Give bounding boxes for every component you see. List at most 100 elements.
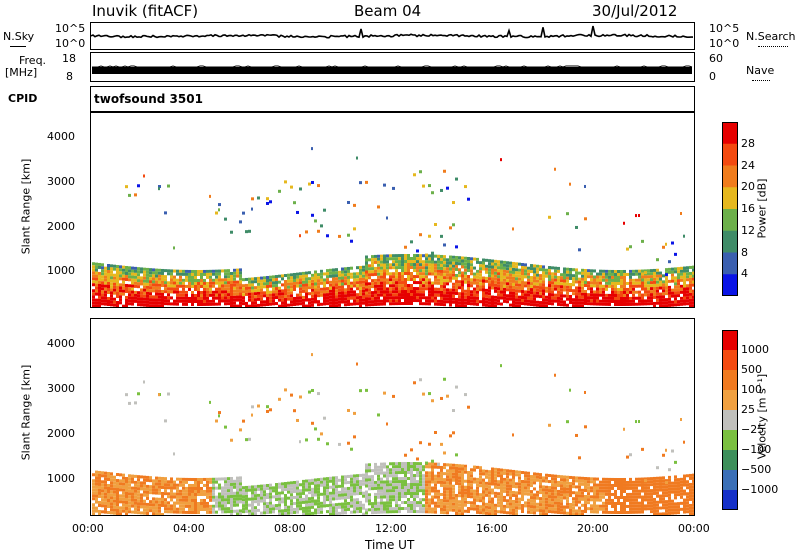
velocity-cell xyxy=(149,506,152,510)
velocity-cell xyxy=(467,489,470,493)
velocity-cell xyxy=(509,508,512,512)
power-cell xyxy=(530,264,533,268)
power-cell xyxy=(230,283,233,287)
velocity-cell xyxy=(368,487,371,491)
velocity-cell xyxy=(407,510,410,514)
velocity-cell xyxy=(299,395,302,399)
velocity-cell xyxy=(143,508,146,512)
velocity-cell xyxy=(191,501,194,505)
power-cell xyxy=(635,290,638,294)
velocity-cell xyxy=(377,483,380,487)
power-cell xyxy=(464,277,467,281)
power-cell xyxy=(251,277,254,281)
velocity-cell xyxy=(146,508,149,512)
power-cell xyxy=(674,270,677,274)
velocity-cell xyxy=(437,465,440,469)
power-cell xyxy=(368,270,371,274)
power-cell xyxy=(122,280,125,284)
velocity-cell xyxy=(176,510,179,514)
power-cell xyxy=(377,257,380,261)
velocity-cell xyxy=(647,507,650,511)
velocity-cell xyxy=(473,492,476,496)
power-cell xyxy=(227,287,230,291)
velocity-cell xyxy=(131,498,134,502)
power-cell xyxy=(548,275,551,279)
power-cell xyxy=(443,243,446,247)
power-cell xyxy=(164,287,167,291)
velocity-cell xyxy=(467,507,470,511)
power-cell xyxy=(368,264,371,268)
power-cell xyxy=(434,287,437,291)
cpid-program: twofsound 3501 xyxy=(94,92,203,106)
velocity-cell xyxy=(92,491,95,495)
velocity-cell xyxy=(278,500,281,504)
power-cell xyxy=(521,266,524,270)
power-cell xyxy=(176,299,179,303)
velocity-cell xyxy=(377,504,380,508)
velocity-cell xyxy=(479,475,482,479)
velocity-cell xyxy=(122,485,125,489)
velocity-cell xyxy=(662,500,665,504)
power-cell xyxy=(200,281,203,285)
power-cell xyxy=(260,291,263,295)
power-cell xyxy=(317,294,320,298)
power-cell xyxy=(458,292,461,296)
velocity-cell xyxy=(440,477,443,481)
power-cell xyxy=(497,281,500,285)
velocity-cell xyxy=(461,497,464,501)
power-cell xyxy=(692,301,695,305)
power-cell xyxy=(692,283,695,287)
velocity-cell xyxy=(227,480,230,484)
velocity-cell xyxy=(470,489,473,493)
power-cell xyxy=(647,275,650,279)
velocity-cell xyxy=(653,512,656,516)
power-cell xyxy=(575,289,578,293)
power-cell xyxy=(575,301,578,305)
power-cell xyxy=(239,289,242,293)
power-cell xyxy=(659,271,662,275)
velocity-cell xyxy=(551,507,554,511)
velocity-cell xyxy=(233,500,236,504)
velocity-cell xyxy=(518,482,521,486)
velocity-cell xyxy=(383,489,386,493)
velocity-cell xyxy=(545,485,548,489)
velocity-cell xyxy=(482,478,485,482)
velocity-cell xyxy=(92,509,95,513)
power-cell xyxy=(329,295,332,299)
velocity-cell xyxy=(245,488,248,492)
power-cell xyxy=(689,295,692,299)
velocity-cell xyxy=(536,475,539,479)
velocity-cell xyxy=(455,472,458,476)
velocity-cell xyxy=(614,477,617,481)
power-cell xyxy=(392,272,395,276)
power-cell xyxy=(563,267,566,271)
velocity-cell xyxy=(632,486,635,490)
velocity-cell xyxy=(392,489,395,493)
velocity-cell xyxy=(365,490,368,494)
velocity-cell xyxy=(152,485,155,489)
velocity-cell xyxy=(551,474,554,478)
power-cell xyxy=(512,279,515,283)
power-cell xyxy=(185,302,188,306)
velocity-cell xyxy=(473,465,476,469)
power-cell xyxy=(566,276,569,280)
velocity-cell xyxy=(164,477,167,481)
power-cell xyxy=(332,295,335,299)
velocity-cell xyxy=(446,496,449,500)
power-cell xyxy=(617,302,620,306)
power-cell xyxy=(341,267,344,271)
velocity-cell xyxy=(335,512,338,516)
power-cell xyxy=(455,303,458,307)
power-cell xyxy=(398,284,401,288)
power-cell xyxy=(323,287,326,291)
power-cell xyxy=(425,284,428,288)
power-cell xyxy=(473,275,476,279)
velocity-cell xyxy=(356,504,359,508)
power-cell xyxy=(158,289,161,293)
power-cell xyxy=(422,275,425,279)
velocity-cell xyxy=(437,501,440,505)
power-cell xyxy=(518,271,521,275)
velocity-cell xyxy=(404,465,407,469)
velocity-cell xyxy=(353,489,356,493)
velocity-cell xyxy=(641,477,644,481)
